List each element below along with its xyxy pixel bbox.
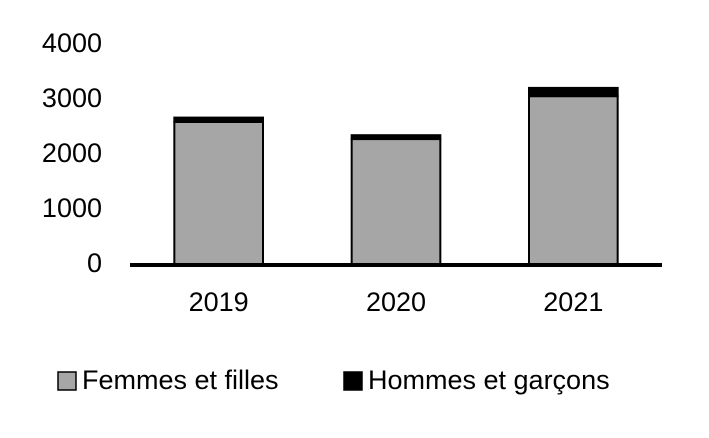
legend-label: Femmes et filles [82, 365, 279, 395]
y-tick-label: 4000 [42, 28, 102, 58]
legend-swatch [57, 371, 77, 391]
y-tick-label: 3000 [42, 83, 102, 113]
x-tick-label: 2019 [189, 287, 249, 317]
bar-segment [173, 116, 264, 123]
x-tick-label: 2020 [366, 287, 426, 317]
bar-segment [350, 138, 442, 266]
y-tick-label: 2000 [42, 138, 102, 168]
legend-label: Hommes et garçons [368, 365, 610, 395]
bar-segment [528, 95, 619, 267]
legend-swatch [343, 371, 363, 391]
bar-segment [350, 134, 442, 141]
y-tick-label: 0 [87, 248, 102, 278]
bar-segment [528, 86, 619, 98]
bar-segment [173, 121, 264, 266]
x-tick-label: 2021 [543, 287, 603, 317]
y-tick-label: 1000 [42, 193, 102, 223]
